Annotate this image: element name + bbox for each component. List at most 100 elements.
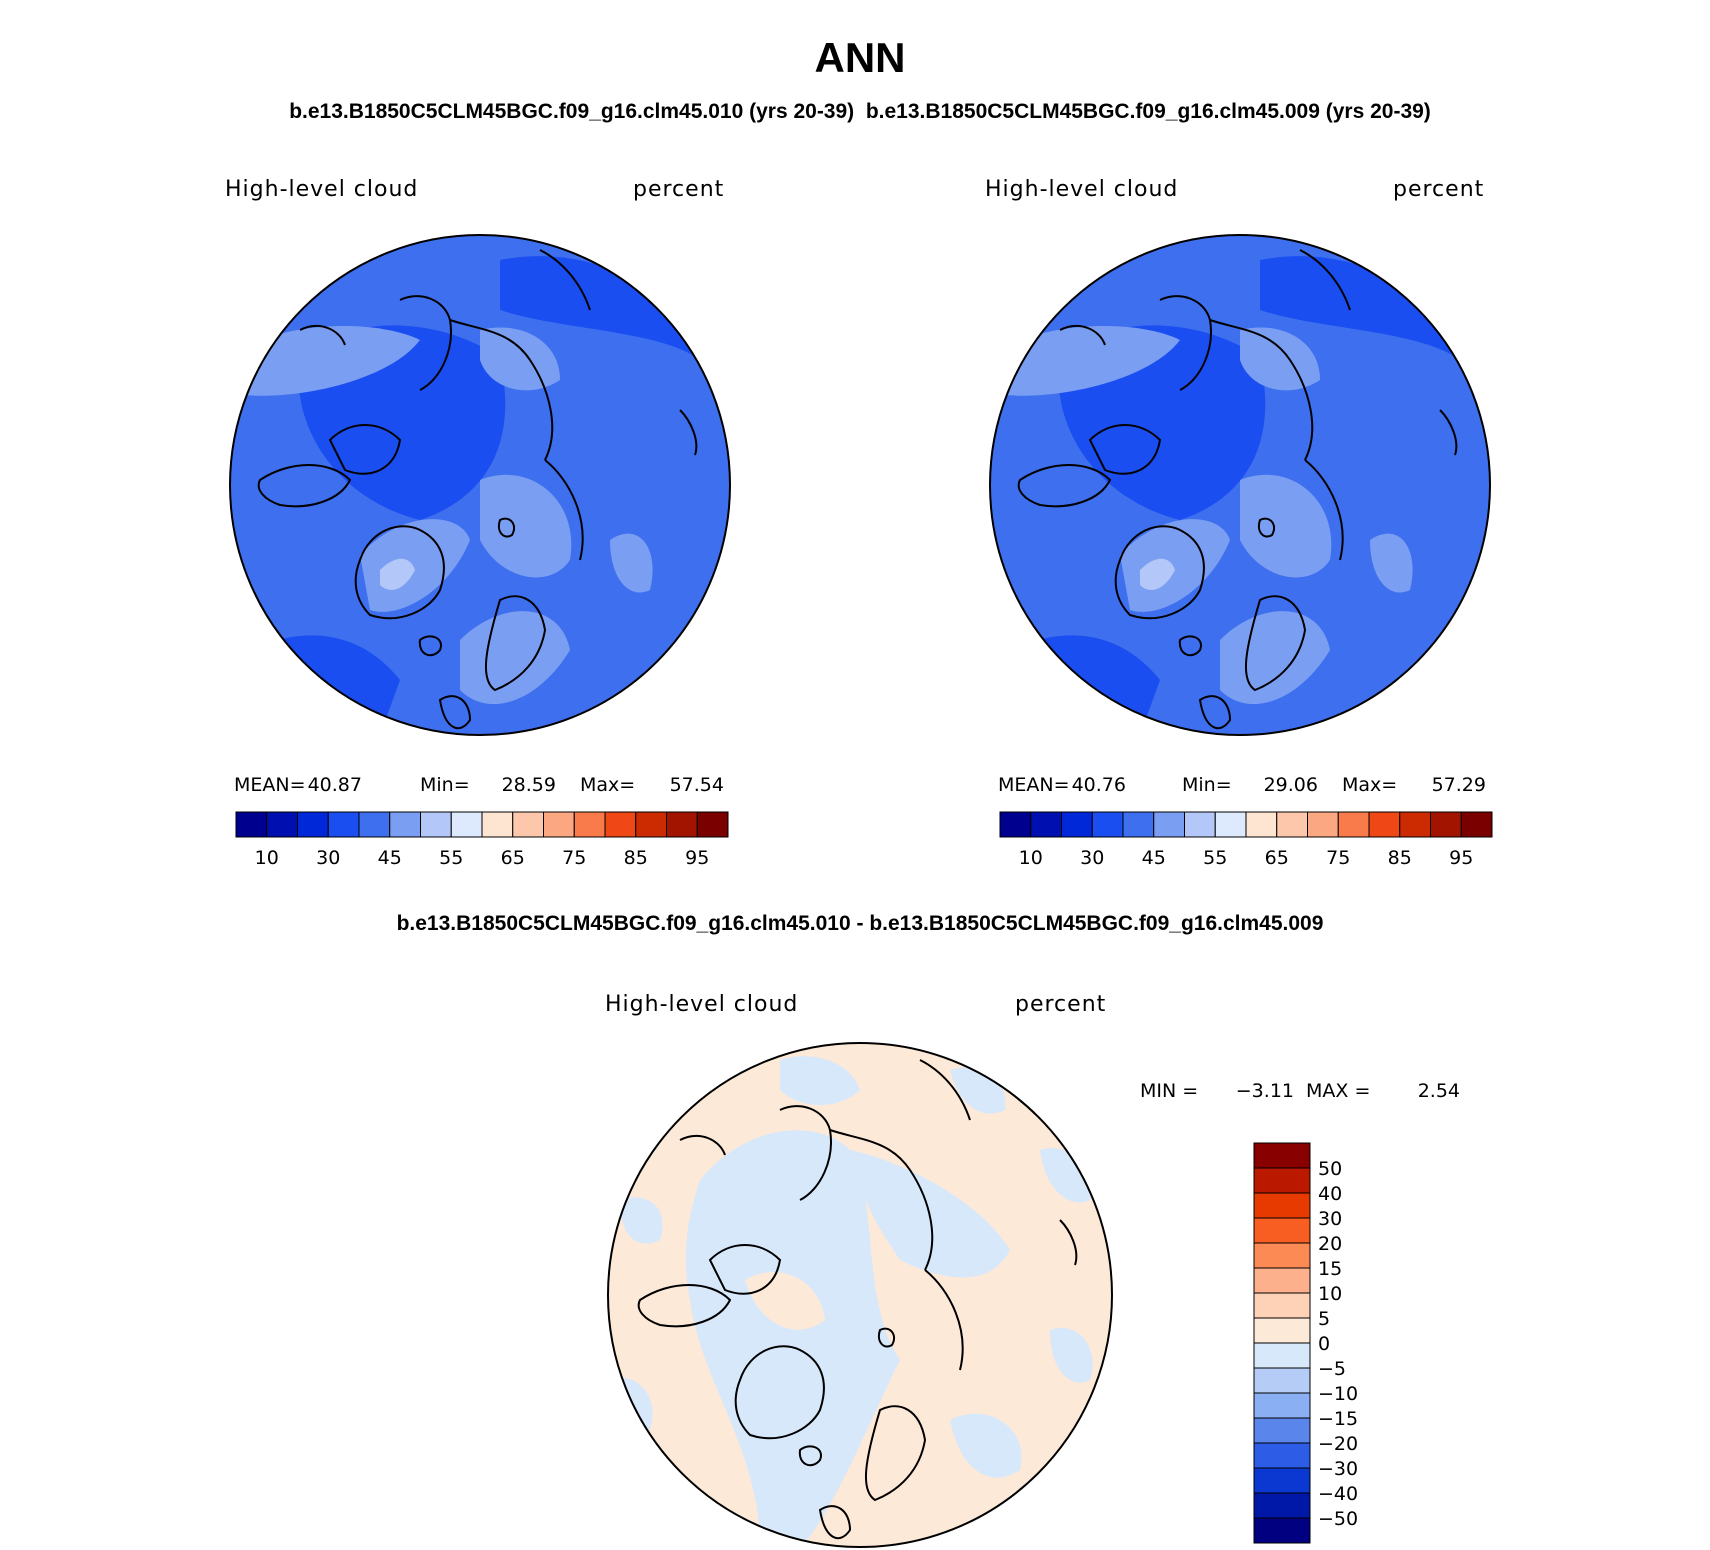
stat-min-label: Min= — [1182, 774, 1232, 796]
stat-mean-value: 40.76 — [1072, 774, 1126, 796]
polar-map — [990, 235, 1490, 735]
colorbar-swatch — [1368, 811, 1401, 838]
colorbar-swatch — [1430, 811, 1462, 838]
colorbar-swatch — [1253, 1517, 1311, 1544]
colorbar-swatch — [1253, 1317, 1311, 1344]
colorbar-tick-label: 20 — [1318, 1233, 1342, 1255]
map-boundary — [607, 1042, 1113, 1548]
variable-label: High-level cloud — [225, 177, 418, 202]
case-header: b.e13.B1850C5CLM45BGC.f09_g16.clm45.010 … — [289, 100, 1431, 123]
colorbar-swatch — [1184, 811, 1216, 838]
colorbar-swatch — [481, 811, 514, 838]
colorbar-tick-label: −40 — [1318, 1483, 1358, 1505]
colorbar-swatch — [1091, 811, 1124, 838]
colorbar-swatch — [1122, 811, 1155, 838]
colorbar: 10 30 45 55 65 75 85 95 — [235, 811, 729, 869]
colorbar-tick-label: 10 — [1019, 847, 1043, 869]
colorbar-swatch — [1460, 811, 1493, 838]
stat-max-value: 57.54 — [670, 774, 724, 796]
colorbar-tick-label: −5 — [1318, 1358, 1346, 1380]
colorbar-swatch — [1253, 1142, 1311, 1169]
colorbar-tick-label: 30 — [1080, 847, 1104, 869]
colorbar-tick-label: 5 — [1318, 1308, 1330, 1330]
colorbar-tick-label: 95 — [685, 847, 709, 869]
colorbar-tick-label: −30 — [1318, 1458, 1358, 1480]
panel-difference: High-level cloud percent — [605, 992, 1460, 1548]
colorbar-tick-label: 30 — [316, 847, 340, 869]
colorbar-swatch — [635, 811, 667, 838]
colorbar-swatch — [1253, 1267, 1311, 1294]
colorbar-swatch — [1253, 1467, 1311, 1494]
colorbar-swatch — [999, 811, 1032, 838]
colorbar-swatch — [266, 811, 298, 838]
stat-min-label: Min= — [420, 774, 470, 796]
stat-max-label: Max= — [1342, 774, 1397, 796]
colorbar-swatch — [696, 811, 729, 838]
panel-case-010: High-level cloud percent — [225, 177, 731, 869]
colorbar-tick-label: 10 — [255, 847, 279, 869]
stat-min-label: MIN = — [1140, 1080, 1198, 1102]
colorbar-tick-label: −20 — [1318, 1433, 1358, 1455]
colorbar-swatch — [1253, 1192, 1311, 1219]
colorbar: 10 30 45 55 65 75 85 95 — [999, 811, 1493, 869]
colorbar-swatch — [1253, 1392, 1311, 1419]
figure-title: ANN — [815, 34, 906, 81]
colorbar-swatch — [1253, 1367, 1311, 1394]
stat-max-label: MAX = — [1306, 1080, 1370, 1102]
colorbar-swatch — [327, 811, 360, 838]
colorbar-swatch — [389, 811, 421, 838]
colorbar-tick-label: −10 — [1318, 1383, 1358, 1405]
colorbar-tick-label: 65 — [1265, 847, 1289, 869]
colorbar-tick-label: 75 — [1326, 847, 1350, 869]
colorbar-tick-label: 15 — [1318, 1258, 1342, 1280]
stat-max-value: 57.29 — [1432, 774, 1486, 796]
stat-min-value: 28.59 — [502, 774, 556, 796]
units-label: percent — [1015, 992, 1106, 1017]
colorbar-swatch — [1399, 811, 1431, 838]
colorbar-swatch — [235, 811, 268, 838]
diff-header: b.e13.B1850C5CLM45BGC.f09_g16.clm45.010 … — [397, 912, 1324, 935]
variable-label: High-level cloud — [985, 177, 1178, 202]
colorbar-swatch — [1307, 811, 1339, 838]
colorbar-swatch — [1276, 811, 1308, 838]
map-boundary — [229, 234, 731, 736]
stat-max-label: Max= — [580, 774, 635, 796]
colorbar-swatch — [1253, 1342, 1311, 1369]
units-label: percent — [1393, 177, 1484, 202]
map-boundary — [989, 234, 1491, 736]
colorbar-tick-label: 55 — [439, 847, 463, 869]
colorbar-swatch — [1253, 1417, 1311, 1444]
colorbar-swatch — [1337, 811, 1370, 838]
colorbar-swatch — [1253, 1217, 1311, 1244]
colorbar-swatch — [297, 811, 329, 838]
colorbar-tick-label: −50 — [1318, 1508, 1358, 1530]
colorbar-swatch — [1253, 1442, 1311, 1469]
colorbar-swatch — [1253, 1492, 1311, 1519]
panel-case-009: High-level cloud percent — [985, 177, 1493, 869]
stat-min-value: −3.11 — [1236, 1080, 1294, 1102]
colorbar-tick-label: 45 — [378, 847, 402, 869]
stat-max-value: 2.54 — [1418, 1080, 1460, 1102]
colorbar-swatch — [1061, 811, 1093, 838]
colorbar-swatch — [512, 811, 544, 838]
colorbar-tick-label: 40 — [1318, 1183, 1342, 1205]
colorbar-tick-label: 85 — [624, 847, 648, 869]
variable-label: High-level cloud — [605, 992, 798, 1017]
colorbar-swatch — [420, 811, 452, 838]
stat-mean-label: MEAN= — [234, 774, 306, 796]
colorbar-tick-label: 50 — [1318, 1158, 1342, 1180]
colorbar-tick-label: 0 — [1318, 1333, 1330, 1355]
colorbar-swatch — [666, 811, 698, 838]
colorbar-swatch — [450, 811, 483, 838]
polar-map — [608, 1043, 1112, 1547]
colorbar-tick-label: −15 — [1318, 1408, 1358, 1430]
colorbar-tick-label: 85 — [1388, 847, 1412, 869]
colorbar-swatch — [1253, 1167, 1311, 1194]
colorbar-swatch — [543, 811, 575, 838]
colorbar-swatch — [1214, 811, 1247, 838]
colorbar-swatch — [1253, 1242, 1311, 1269]
colorbar-swatch — [573, 811, 606, 838]
stat-min-value: 29.06 — [1264, 774, 1318, 796]
